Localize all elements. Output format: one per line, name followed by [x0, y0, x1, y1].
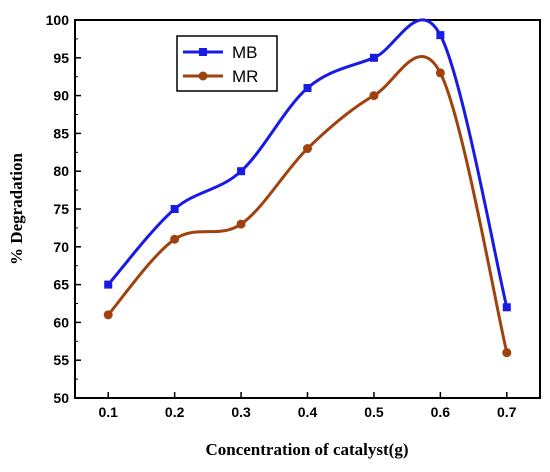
y-tick-label: 95	[53, 50, 69, 66]
series-line	[107, 55, 509, 353]
x-tick-label: 0.2	[165, 404, 185, 420]
data-point	[170, 205, 179, 213]
data-point	[170, 234, 180, 244]
series-mb	[104, 18, 511, 312]
legend-label: MR	[232, 67, 258, 86]
data-point	[502, 303, 511, 312]
y-axis: 50 55 60 65 70 75 80 85 90 95 100	[46, 12, 81, 406]
y-tick-label: 85	[53, 125, 69, 141]
x-tick-label: 0.1	[98, 404, 118, 420]
data-point	[303, 144, 312, 154]
x-tick-label: 0.7	[497, 404, 517, 420]
x-axis: 0.1 0.2 0.3 0.4 0.5 0.6 0.7	[98, 392, 517, 420]
y-tick-label: 100	[46, 12, 70, 28]
legend-marker	[199, 48, 207, 56]
series-layer	[103, 18, 512, 358]
y-tick-label: 55	[53, 352, 69, 368]
y-tick-label: 60	[53, 314, 69, 330]
data-point	[436, 31, 445, 40]
y-tick-label: 75	[53, 201, 69, 217]
legend-label: MB	[232, 43, 258, 62]
y-tick-label: 70	[53, 239, 69, 255]
data-point	[237, 167, 246, 176]
data-point	[236, 219, 246, 229]
data-point	[435, 68, 445, 78]
x-axis-title: Concentration of catalyst(g)	[205, 440, 408, 459]
y-tick-label: 50	[53, 390, 69, 406]
plot-frame	[74, 19, 541, 399]
data-point	[369, 91, 379, 101]
y-tick-label: 80	[53, 163, 69, 179]
legend-box	[176, 35, 278, 92]
data-point	[103, 310, 113, 320]
data-point	[369, 53, 378, 62]
x-tick-label: 0.4	[298, 404, 318, 420]
y-tick-label: 90	[53, 88, 69, 104]
x-tick-label: 0.5	[364, 404, 384, 420]
series-line	[107, 18, 509, 308]
legend-marker	[198, 71, 208, 81]
x-tick-label: 0.6	[431, 404, 451, 420]
data-point	[104, 280, 113, 289]
y-tick-label: 65	[53, 277, 69, 293]
x-tick-label: 0.3	[231, 404, 251, 420]
y-axis-title: % Degradation	[7, 153, 26, 265]
data-point	[303, 84, 312, 93]
series-mr	[103, 55, 512, 358]
legend: MB MR	[176, 35, 278, 92]
data-point	[502, 348, 512, 358]
